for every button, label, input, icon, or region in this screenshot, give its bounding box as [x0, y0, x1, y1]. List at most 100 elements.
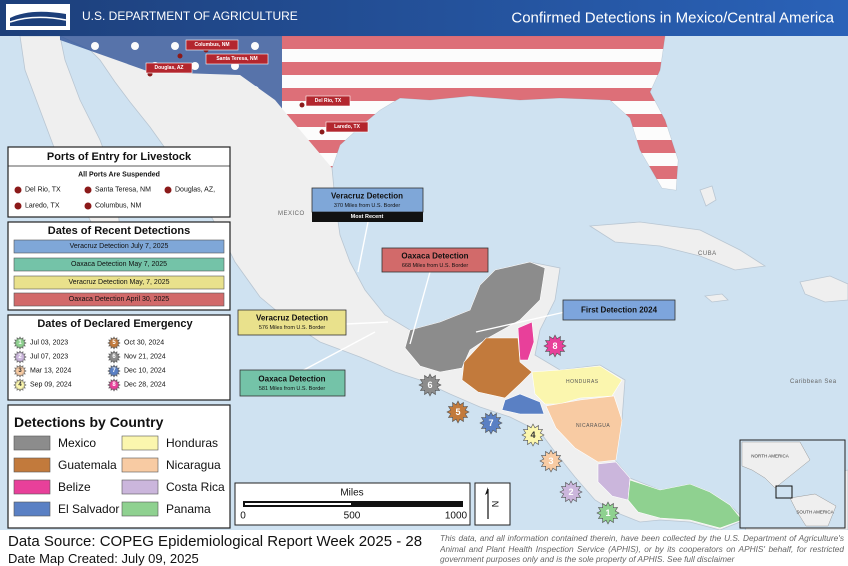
legend-title: Dates of Declared Emergency [37, 318, 193, 330]
disclaimer: This data, and all information contained… [440, 533, 844, 564]
marker-shape [418, 373, 442, 397]
country-nicaragua [545, 395, 623, 463]
place-label: CUBA [698, 251, 717, 257]
bahamas [699, 185, 717, 207]
date-created: Date Map Created: July 09, 2025 [8, 551, 199, 566]
marker-shape [13, 364, 27, 378]
inset-label: NORTH AMERICA [751, 454, 788, 459]
emergency-marker: 4 [521, 423, 545, 447]
legend-marker-number: 2 [18, 354, 22, 360]
legend-item: Jul 03, 2023 [30, 340, 68, 347]
legend-item: Douglas, AZ, [175, 187, 215, 194]
country-belize [517, 321, 535, 361]
map-title: Confirmed Detections in Mexico/Central A… [511, 10, 834, 27]
legend-marker-number: 5 [112, 340, 116, 346]
legend-swatch [121, 457, 159, 473]
scale-label: 500 [344, 511, 361, 522]
place-label: NICARAGUA [576, 423, 610, 429]
legend-item: Dec 28, 2024 [124, 382, 166, 389]
legend-title: Detections by Country [14, 414, 164, 430]
callout-title: Oaxaca Detection [401, 252, 468, 261]
marker-shape [107, 364, 121, 378]
legend-item: Costa Rica [166, 480, 225, 494]
callout-detail: 668 Miles from U.S. Border [402, 263, 468, 269]
callout-detail: 576 Miles from U.S. Border [259, 325, 325, 331]
header: U.S. DEPARTMENT OF AGRICULTURE Confirmed… [0, 0, 848, 36]
marker-number: 8 [552, 341, 557, 351]
country-honduras [531, 365, 623, 405]
emergency-legend: Dates of Declared Emergency 1 Jul 03, 20… [7, 314, 231, 401]
legend-marker-number: 6 [112, 354, 116, 360]
callout-note: Most Recent [351, 214, 384, 220]
legend-marker: 4 [13, 378, 27, 392]
marker-shape [13, 378, 27, 392]
legend-item: Nicaragua [166, 458, 221, 472]
country-el-salvador [501, 393, 545, 415]
marker-shape [596, 501, 620, 525]
legend-marker: 2 [13, 350, 27, 364]
legend-swatch [121, 479, 159, 495]
callout: First Detection 2024 [562, 299, 676, 321]
legend-marker: 3 [13, 364, 27, 378]
scale-title: Miles [340, 488, 363, 499]
legend-marker: 1 [13, 336, 27, 350]
legend-item: Belize [58, 480, 91, 494]
legend-marker: 6 [107, 350, 121, 364]
legend-item: Laredo, TX [25, 203, 60, 210]
legend-marker-number: 3 [18, 368, 22, 374]
port-markers: Columbus, NM Santa Teresa, NM Douglas, A… [145, 39, 369, 135]
country-panama [627, 479, 743, 529]
legend-item: Oaxaca Detection May 7, 2025 [71, 261, 167, 268]
legend-item: Del Rio, TX [25, 187, 61, 194]
country-mexico-area [404, 261, 546, 373]
legend-title: Dates of Recent Detections [48, 225, 190, 237]
legend-item: Oaxaca Detection April 30, 2025 [69, 296, 170, 303]
legend-swatch [13, 479, 51, 495]
cuba [588, 221, 767, 271]
legend-swatch [13, 435, 51, 451]
callout: Oaxaca Detection 668 Miles from U.S. Bor… [381, 247, 489, 273]
emergency-marker: 6 [418, 373, 442, 397]
place-label: MEXICO [278, 211, 305, 217]
callout-detail: 581 Miles from U.S. Border [259, 386, 325, 392]
marker-shape [446, 400, 470, 424]
legend-marker-number: 4 [18, 382, 22, 388]
marker-shape [543, 334, 567, 358]
place-label: HONDURAS [566, 379, 599, 385]
port-label: Laredo, TX [334, 124, 361, 130]
legend-swatch [13, 501, 51, 517]
marker-shape [107, 378, 121, 392]
callout-title: Veracruz Detection [256, 314, 328, 323]
emergency-marker: 5 [446, 400, 470, 424]
callout-title: Oaxaca Detection [258, 375, 325, 384]
scale-label: 0 [240, 511, 246, 522]
legend-item: Oct 30, 2024 [124, 340, 164, 347]
emergency-marker: 3 [539, 449, 563, 473]
north-label: N [490, 501, 500, 508]
callout-title: Veracruz Detection [331, 192, 403, 201]
marker-shape [13, 336, 27, 350]
emergency-marker: 7 [479, 411, 503, 435]
legend-marker: 5 [107, 336, 121, 350]
data-source: Data Source: COPEG Epidemiological Repor… [8, 533, 423, 550]
legend-title: Ports of Entry for Livestock [47, 151, 192, 163]
marker-shape [479, 411, 503, 435]
marker-shape [559, 480, 583, 504]
emergency-marker: 8 [543, 334, 567, 358]
emergency-marker: 2 [559, 480, 583, 504]
legend-marker-number: 7 [112, 368, 116, 374]
jamaica [704, 293, 729, 303]
port-label: Douglas, AZ [155, 65, 184, 71]
legend-item: Nov 21, 2024 [124, 354, 166, 361]
marker-shape [539, 449, 563, 473]
marker-number: 1 [605, 508, 610, 518]
legend-marker: 7 [107, 364, 121, 378]
country-legend: Detections by Country Mexico Guatemala Bel… [7, 404, 231, 529]
callout: Veracruz Detection 576 Miles from U.S. B… [237, 309, 347, 336]
legend-subtitle: All Ports Are Suspended [78, 172, 160, 179]
marker-number: 5 [455, 407, 460, 417]
legend-item: Veracruz Detection July 7, 2025 [70, 243, 169, 250]
inset-map: NORTH AMERICA SOUTH AMERICA [739, 439, 846, 529]
legend-marker: 8 [107, 378, 121, 392]
marker-shape [107, 350, 121, 364]
